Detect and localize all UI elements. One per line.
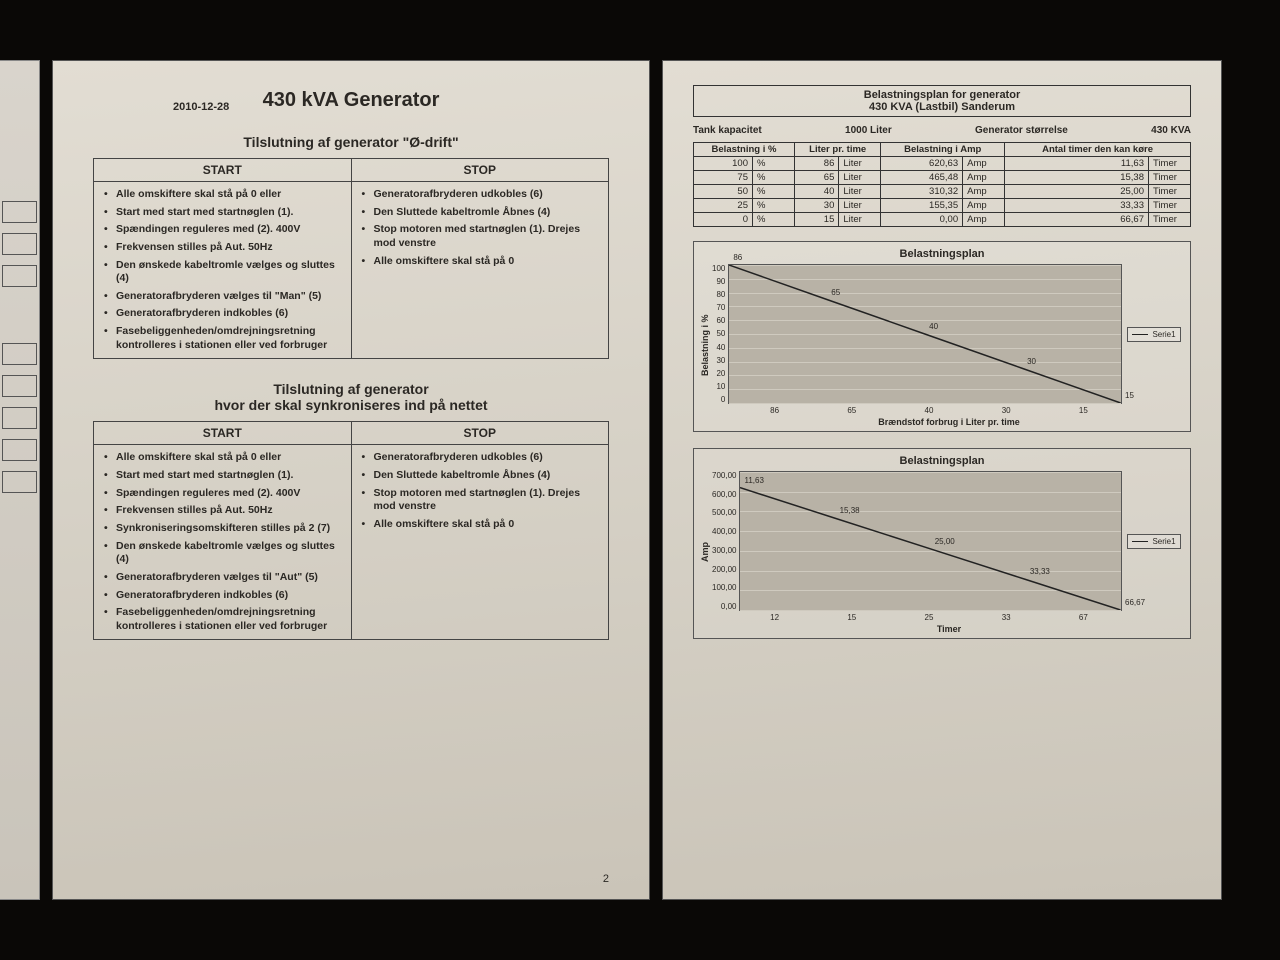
section1-heading: Tilslutning af generator "Ø-drift"	[93, 134, 609, 150]
header-line1: Belastningsplan for generator	[697, 89, 1187, 101]
s1-stop-steps: Generatorafbryderen udkobles (6)Den Slut…	[360, 186, 601, 270]
step-item: Generatorafbryderen indkobles (6)	[102, 587, 343, 605]
header-line2: 430 KVA (Lastbil) Sanderum	[697, 101, 1187, 113]
gen-label: Generator størrelse	[975, 125, 1068, 136]
step-item: Start med start med startnøglen (1).	[102, 467, 343, 485]
page-procedures: 2010-12-28 430 kVA Generator Tilslutning…	[52, 60, 650, 900]
step-item: Generatorafbryderen indkobles (6)	[102, 305, 343, 323]
chart2-legend: Serie1	[1122, 471, 1186, 611]
s1-start-steps: Alle omskiftere skal stå på 0 ellerStart…	[102, 186, 343, 354]
tank-value: 1000 Liter	[845, 125, 892, 136]
chart1-title: Belastningsplan	[698, 248, 1186, 260]
step-item: Generatorafbryderen vælges til "Aut" (5)	[102, 569, 343, 587]
chart-1: Belastningsplan Belastning i % 100908070…	[693, 241, 1191, 432]
chart2-yticks: 700,00600,00500,00400,00300,00200,00100,…	[712, 471, 739, 611]
chart2-xlabel: Timer	[712, 624, 1186, 634]
step-item: Den Sluttede kabeltromle Åbnes (4)	[360, 204, 601, 222]
s2-start-steps: Alle omskiftere skal stå på 0 ellerStart…	[102, 449, 343, 635]
col-start: START	[94, 159, 352, 182]
step-item: Start med start med startnøglen (1).	[102, 204, 343, 222]
chart1-xticks: 8665403015	[712, 406, 1186, 415]
chart2-title: Belastningsplan	[698, 455, 1186, 467]
step-item: Stop motoren med startnøglen (1). Drejes…	[360, 485, 601, 516]
step-item: Synkroniseringsomskifteren stilles på 2 …	[102, 520, 343, 538]
page-title: 430 kVA Generator	[93, 89, 609, 112]
gen-value: 430 KVA	[1151, 125, 1191, 136]
step-item: Spændingen reguleres med (2). 400V	[102, 221, 343, 239]
step-item: Alle omskiftere skal stå på 0	[360, 253, 601, 271]
step-item: Generatorafbryderen vælges til "Man" (5)	[102, 288, 343, 306]
chart1-legend: Serie1	[1122, 264, 1186, 404]
prev-page-sliver	[0, 60, 40, 900]
step-item: Stop motoren med startnøglen (1). Drejes…	[360, 221, 601, 252]
chart1-plot: 8665403015	[728, 264, 1122, 404]
page-number: 2	[603, 873, 609, 885]
chart1-xlabel: Brændstof forbrug i Liter pr. time	[712, 417, 1186, 427]
step-item: Frekvensen stilles på Aut. 50Hz	[102, 502, 343, 520]
header-box: Belastningsplan for generator 430 KVA (L…	[693, 85, 1191, 117]
page-load-plan: Belastningsplan for generator 430 KVA (L…	[662, 60, 1222, 900]
step-item: Fasebeliggenheden/omdrejningsretning kon…	[102, 604, 343, 635]
step-item: Alle omskiftere skal stå på 0 eller	[102, 449, 343, 467]
step-item: Alle omskiftere skal stå på 0 eller	[102, 186, 343, 204]
tank-label: Tank kapacitet	[693, 125, 762, 136]
step-item: Den ønskede kabeltromle vælges og slutte…	[102, 257, 343, 288]
chart2-xticks: 1215253367	[712, 613, 1186, 622]
section2-heading: Tilslutning af generatorhvor der skal sy…	[93, 381, 609, 413]
step-item: Spændingen reguleres med (2). 400V	[102, 485, 343, 503]
step-item: Generatorafbryderen udkobles (6)	[360, 449, 601, 467]
step-item: Frekvensen stilles på Aut. 50Hz	[102, 239, 343, 257]
chart-2: Belastningsplan Amp 700,00600,00500,0040…	[693, 448, 1191, 639]
load-table: Belastning i %Liter pr. timeBelastning i…	[693, 142, 1191, 227]
chart2-ylabel: Amp	[698, 471, 712, 634]
s2-stop-steps: Generatorafbryderen udkobles (6)Den Slut…	[360, 449, 601, 533]
chart2-plot: 11,6315,3825,0033,3366,67	[739, 471, 1122, 611]
step-item: Den ønskede kabeltromle vælges og slutte…	[102, 538, 343, 569]
meta-row: Tank kapacitet 1000 Liter Generator stør…	[693, 125, 1191, 136]
procedure-table-1: START STOP Alle omskiftere skal stå på 0…	[93, 158, 609, 359]
col-stop: STOP	[351, 422, 609, 445]
doc-date: 2010-12-28	[173, 101, 229, 113]
chart1-ylabel: Belastning i %	[698, 264, 712, 427]
step-item: Generatorafbryderen udkobles (6)	[360, 186, 601, 204]
col-start: START	[94, 422, 352, 445]
step-item: Fasebeliggenheden/omdrejningsretning kon…	[102, 323, 343, 354]
step-item: Alle omskiftere skal stå på 0	[360, 516, 601, 534]
chart1-yticks: 1009080706050403020100	[712, 264, 728, 404]
step-item: Den Sluttede kabeltromle Åbnes (4)	[360, 467, 601, 485]
procedure-table-2: START STOP Alle omskiftere skal stå på 0…	[93, 421, 609, 640]
col-stop: STOP	[351, 159, 609, 182]
